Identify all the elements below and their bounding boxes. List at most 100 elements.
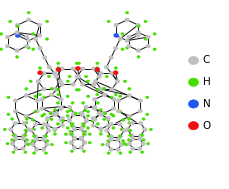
Circle shape — [24, 114, 29, 118]
Circle shape — [33, 37, 38, 41]
Circle shape — [113, 71, 118, 75]
Circle shape — [41, 127, 44, 129]
Circle shape — [82, 133, 85, 136]
Circle shape — [69, 132, 73, 136]
Circle shape — [16, 25, 19, 28]
Circle shape — [26, 128, 30, 131]
Circle shape — [105, 143, 110, 146]
Circle shape — [24, 142, 29, 146]
Circle shape — [57, 93, 60, 96]
Circle shape — [13, 109, 18, 113]
Circle shape — [78, 112, 82, 115]
Circle shape — [42, 135, 47, 139]
Circle shape — [114, 67, 117, 69]
Circle shape — [29, 129, 34, 132]
Circle shape — [118, 37, 123, 41]
Circle shape — [129, 129, 132, 132]
Circle shape — [44, 135, 48, 137]
Circle shape — [59, 107, 63, 110]
Circle shape — [66, 110, 69, 113]
Circle shape — [67, 119, 71, 123]
Text: O: O — [203, 121, 211, 131]
Circle shape — [25, 139, 28, 141]
Circle shape — [27, 46, 30, 49]
Circle shape — [72, 137, 77, 141]
Circle shape — [109, 122, 114, 126]
Circle shape — [125, 11, 129, 14]
Circle shape — [56, 67, 61, 72]
Circle shape — [96, 122, 99, 125]
Circle shape — [53, 108, 57, 111]
Circle shape — [87, 95, 90, 98]
Circle shape — [103, 87, 106, 90]
Circle shape — [92, 107, 97, 110]
Circle shape — [109, 135, 114, 139]
Circle shape — [125, 39, 129, 43]
Circle shape — [46, 38, 49, 40]
Circle shape — [188, 56, 199, 65]
Circle shape — [125, 143, 128, 146]
Circle shape — [96, 88, 99, 91]
Circle shape — [119, 152, 122, 154]
Circle shape — [107, 119, 110, 121]
Circle shape — [31, 119, 34, 121]
Circle shape — [112, 127, 115, 129]
Circle shape — [41, 115, 44, 117]
Circle shape — [80, 113, 85, 117]
Circle shape — [75, 75, 79, 78]
Circle shape — [131, 137, 135, 141]
Circle shape — [13, 99, 18, 102]
Circle shape — [0, 33, 3, 35]
Circle shape — [41, 148, 46, 151]
Circle shape — [118, 135, 122, 139]
Circle shape — [38, 46, 42, 50]
Circle shape — [5, 44, 10, 48]
Circle shape — [119, 110, 122, 113]
Circle shape — [112, 115, 115, 117]
Circle shape — [91, 124, 95, 127]
Circle shape — [59, 118, 63, 122]
Circle shape — [84, 119, 89, 123]
Circle shape — [33, 128, 36, 131]
Circle shape — [37, 34, 42, 37]
Circle shape — [91, 120, 94, 122]
Circle shape — [59, 98, 63, 101]
Circle shape — [113, 46, 118, 50]
Circle shape — [38, 93, 41, 96]
Circle shape — [116, 99, 121, 102]
Circle shape — [146, 35, 150, 39]
Circle shape — [79, 146, 84, 149]
Circle shape — [127, 35, 131, 39]
Circle shape — [41, 71, 46, 75]
Circle shape — [82, 122, 85, 125]
Circle shape — [146, 44, 150, 48]
Circle shape — [122, 129, 127, 132]
Circle shape — [98, 127, 103, 131]
Circle shape — [92, 98, 97, 101]
Circle shape — [53, 113, 57, 117]
Circle shape — [6, 142, 9, 145]
Circle shape — [120, 128, 123, 131]
Circle shape — [116, 148, 120, 151]
Circle shape — [66, 127, 69, 129]
Circle shape — [3, 128, 6, 131]
Circle shape — [56, 102, 60, 104]
Circle shape — [27, 11, 30, 14]
Circle shape — [129, 151, 132, 153]
Circle shape — [40, 98, 44, 101]
Circle shape — [107, 139, 110, 142]
Circle shape — [24, 129, 27, 132]
Circle shape — [84, 118, 88, 122]
Circle shape — [57, 62, 60, 65]
Circle shape — [75, 88, 78, 91]
Circle shape — [95, 67, 100, 72]
Circle shape — [60, 83, 64, 86]
Circle shape — [136, 49, 141, 53]
Circle shape — [50, 87, 53, 90]
Circle shape — [127, 94, 132, 97]
Circle shape — [50, 118, 53, 121]
Circle shape — [71, 67, 75, 70]
Circle shape — [75, 66, 80, 70]
Circle shape — [67, 105, 72, 109]
Circle shape — [71, 102, 74, 104]
